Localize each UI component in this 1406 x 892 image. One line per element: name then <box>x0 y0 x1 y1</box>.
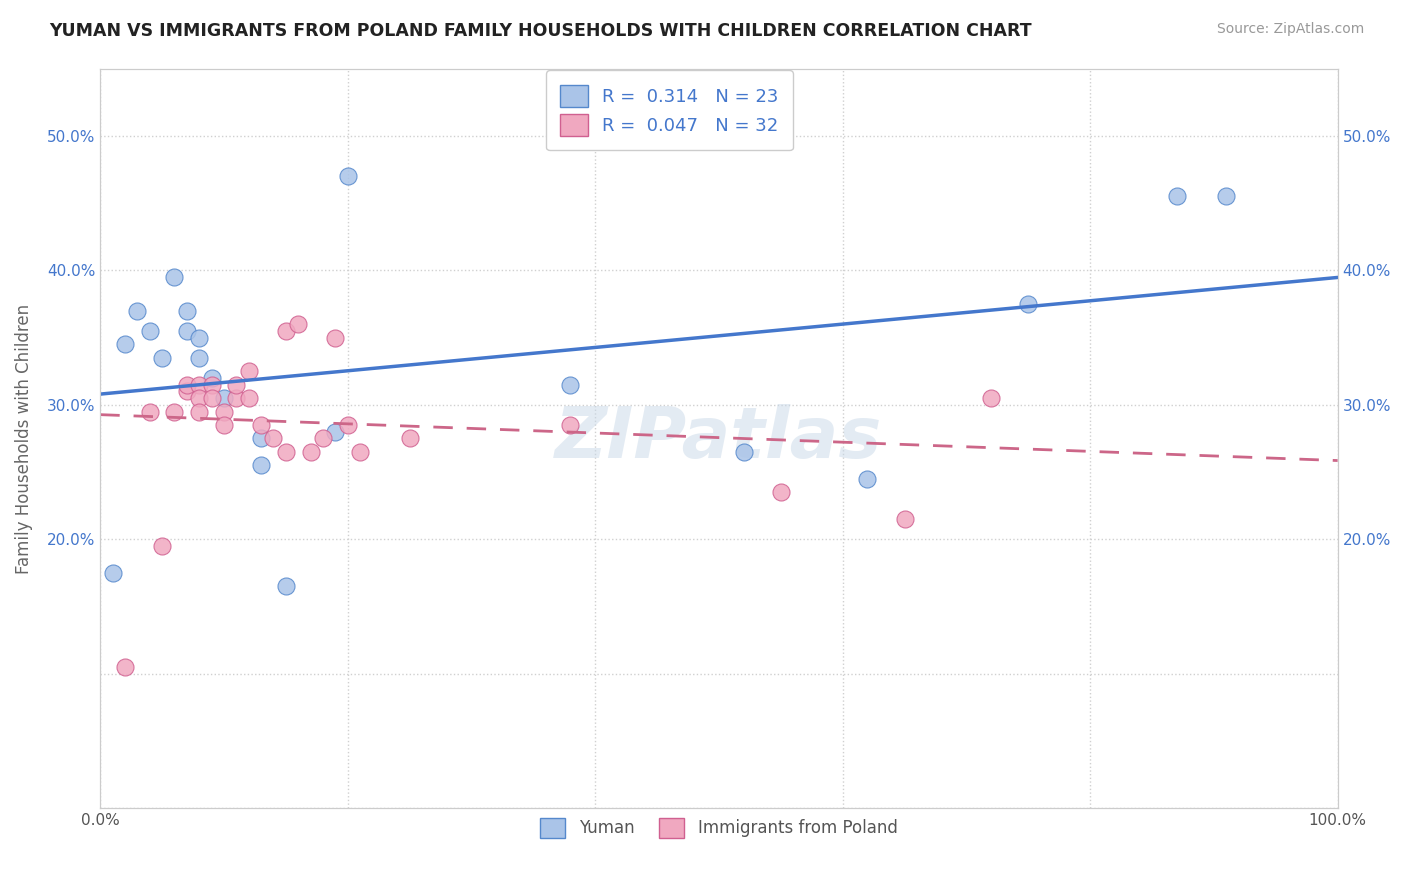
Point <box>250 458 273 473</box>
Text: YUMAN VS IMMIGRANTS FROM POLAND FAMILY HOUSEHOLDS WITH CHILDREN CORRELATION CHAR: YUMAN VS IMMIGRANTS FROM POLAND FAMILY H… <box>49 22 1032 40</box>
Point <box>114 660 136 674</box>
Point <box>1166 189 1188 203</box>
Point <box>274 324 297 338</box>
Point <box>1017 297 1039 311</box>
Point <box>163 270 186 285</box>
Point <box>287 317 309 331</box>
Point <box>101 566 124 580</box>
Point <box>769 485 792 500</box>
Point <box>733 445 755 459</box>
Text: ZIPatlas: ZIPatlas <box>555 404 883 473</box>
Point <box>188 377 211 392</box>
Point <box>250 432 273 446</box>
Point <box>560 417 582 432</box>
Point <box>274 579 297 593</box>
Point <box>188 330 211 344</box>
Point <box>299 445 322 459</box>
Point <box>139 404 162 418</box>
Point <box>201 377 224 392</box>
Point <box>336 169 359 183</box>
Point <box>238 364 260 378</box>
Point <box>188 351 211 365</box>
Point <box>980 391 1002 405</box>
Point <box>336 417 359 432</box>
Point <box>560 377 582 392</box>
Point <box>114 337 136 351</box>
Point <box>201 391 224 405</box>
Point <box>212 391 235 405</box>
Point <box>139 324 162 338</box>
Point <box>176 377 198 392</box>
Point <box>263 432 285 446</box>
Point <box>325 425 347 439</box>
Point <box>212 417 235 432</box>
Point <box>201 371 224 385</box>
Y-axis label: Family Households with Children: Family Households with Children <box>15 303 32 574</box>
Point <box>225 377 247 392</box>
Point <box>238 391 260 405</box>
Point <box>163 404 186 418</box>
Text: Source: ZipAtlas.com: Source: ZipAtlas.com <box>1216 22 1364 37</box>
Point <box>127 303 149 318</box>
Point <box>1215 189 1237 203</box>
Point <box>856 472 879 486</box>
Point <box>274 445 297 459</box>
Point <box>398 432 420 446</box>
Point <box>188 404 211 418</box>
Point <box>312 432 335 446</box>
Point <box>893 512 915 526</box>
Point <box>150 351 173 365</box>
Point <box>188 391 211 405</box>
Legend: Yuman, Immigrants from Poland: Yuman, Immigrants from Poland <box>534 811 904 845</box>
Point <box>176 324 198 338</box>
Point <box>176 384 198 399</box>
Point <box>250 417 273 432</box>
Point <box>150 539 173 553</box>
Point <box>225 391 247 405</box>
Point <box>176 303 198 318</box>
Point <box>325 330 347 344</box>
Point <box>349 445 371 459</box>
Point <box>212 404 235 418</box>
